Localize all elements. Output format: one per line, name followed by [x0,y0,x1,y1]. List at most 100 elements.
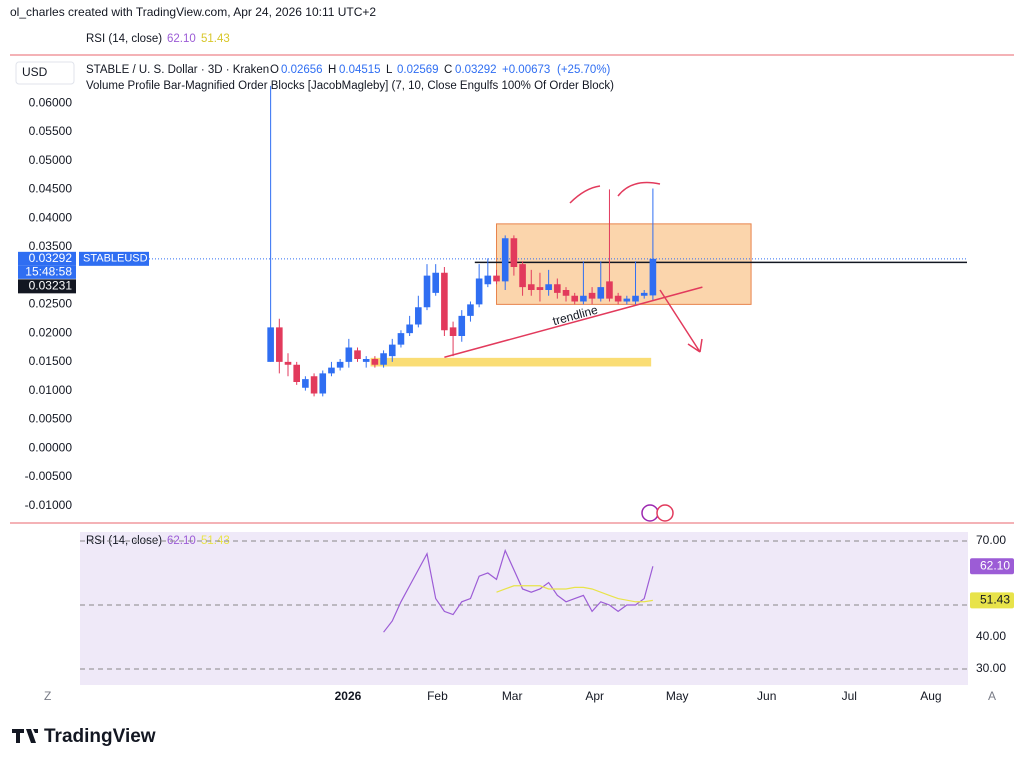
candle-body [475,278,483,305]
ohlc-value: 0.04515 [339,64,381,76]
candle-body [423,275,431,308]
ohlc-label: O [270,64,279,76]
candle-body [501,238,509,282]
y-tick-label: 0.01000 [29,383,73,397]
y-tick-label: 0.05500 [29,124,73,138]
candle-body [397,333,405,345]
change: +0.00673 [502,64,550,76]
candle-body [562,290,570,296]
rsi-tick-label: 70.00 [976,533,1006,547]
x-tick-label: May [666,689,689,703]
y-tick-label: 0.00000 [29,440,73,454]
top-rsi-value: 62.10 [167,33,196,45]
candle-body [467,304,474,316]
top-rsi-ma-value: 51.43 [201,33,230,45]
y-tick-label: 0.01500 [29,354,73,368]
y-tick-label: -0.01000 [25,498,73,512]
candle-body [527,284,535,290]
candle-body [371,359,379,365]
candle-body [545,284,552,290]
y-tick-label: 0.03500 [29,239,73,253]
candle-body [336,361,344,368]
y-tick-label: 0.06000 [29,95,73,109]
candle-body [284,361,292,365]
rsi-tick-label: 30.00 [976,661,1006,675]
countdown-tag [18,265,76,279]
y-tick-label: 0.04500 [29,182,73,196]
rsi-value-tag [970,558,1014,575]
x-tick-label: Feb [427,689,448,703]
rsi-tick-label: 40.00 [976,629,1006,643]
price-tag [18,251,76,266]
candle-body [380,353,387,365]
candle-body [362,359,370,362]
candle-body [649,258,657,296]
candle-body [510,238,518,267]
candle-body [388,344,396,357]
countdown: 15:48:58 [25,265,72,279]
arrow [659,289,703,353]
symbol: STABLE / U. S. Dollar · 3D · Kraken [86,64,269,76]
order-block [496,223,752,305]
drawing-curve [569,185,601,204]
rsi-value-tag-label: 62.10 [980,558,1010,572]
rsi-title: RSI (14, close) [86,535,162,547]
candle-body [406,324,413,334]
candle-body [276,327,283,362]
y-tick-label: 0.02000 [29,325,73,339]
scale-a[interactable]: A [988,689,996,703]
candle-body [484,275,492,285]
candle-body [302,379,309,388]
candle-body [310,376,318,394]
ohlc-legend: O 0.02656 H 0.04515 L 0.02569 C 0.03292 +0.00673… [270,64,611,76]
candle-body [519,264,526,288]
plot: 0.06000 0.05500 0.05000 0.04500 0.04000 0.035… [18,85,1014,703]
ohlc-value: 0.02569 [397,64,439,76]
candle-body [345,347,353,362]
candle-body [432,272,440,293]
event-icon[interactable] [641,504,659,522]
ohlc-label: C [444,64,452,76]
ohlc-label: L [386,64,393,76]
drawing-curve [617,181,661,197]
candle-body [580,295,587,302]
candle-body [588,292,596,299]
scale-z[interactable]: Z [44,689,51,703]
candle-body [493,275,500,282]
candle-body [449,327,457,336]
candle-body [632,295,639,302]
candle-body [623,298,631,302]
x-tick-label: Apr [585,689,604,703]
candle-body [554,284,561,293]
candle-body [606,281,613,299]
price-tag-label: 0.03231 [29,279,73,293]
rsi-value-tag-label: 51.43 [980,593,1010,607]
candle-body [640,292,648,296]
y-tick-label: -0.00500 [25,469,73,483]
candle-body [441,272,448,331]
ohlc-label: H [328,64,336,76]
y-tick-label: 0.02500 [29,297,73,311]
trendline [444,286,703,358]
rsi-line [383,548,654,633]
event-icon[interactable] [656,504,674,522]
ohlc-value: 0.02656 [281,64,323,76]
candle-body [597,287,605,299]
candle-body [293,364,300,382]
candle-body [354,350,361,359]
currency-button[interactable] [15,61,75,85]
ticker-label: STABLEUSD [83,253,148,265]
indicator-title: Volume Profile Bar-Magnified Order Block… [86,80,614,92]
rsi-background [80,532,968,685]
credit: ol_charles created with TradingView.com,… [10,5,376,19]
candle-body [458,315,466,336]
x-tick-label: Aug [920,689,941,703]
ticker-tag [79,251,149,266]
ohlc-value: 0.03292 [455,64,497,76]
candle-body [415,307,422,325]
x-tick-label: Mar [502,689,523,703]
rsi-line [496,585,653,603]
candle-body [319,373,327,394]
y-tick-label: 0.00500 [29,412,73,426]
x-tick-label: Jul [842,689,857,703]
